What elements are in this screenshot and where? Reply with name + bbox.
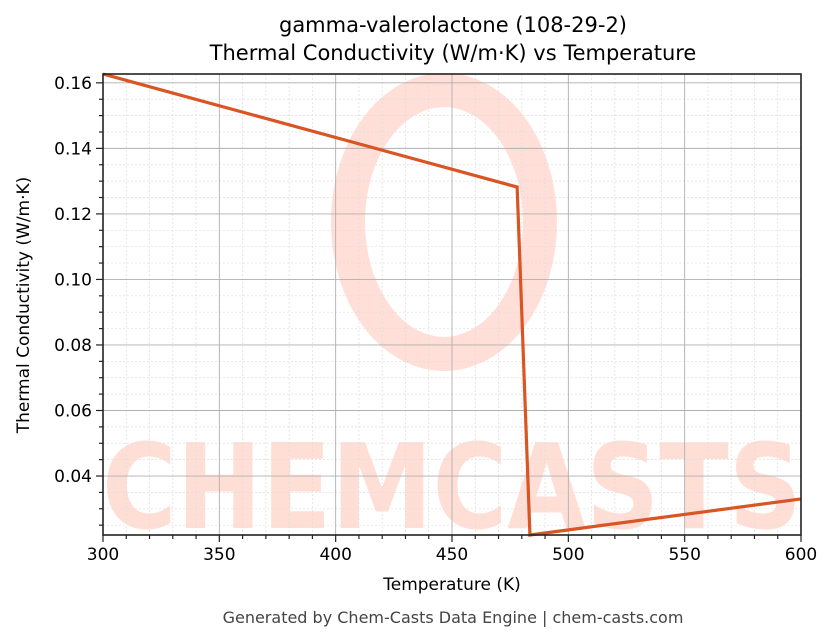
y-tick-label: 0.06 <box>54 401 92 421</box>
x-axis: 300 350 400 450 500 550 600 <box>87 535 817 565</box>
y-tick-label: 0.04 <box>54 467 92 487</box>
footer-credit: Generated by Chem-Casts Data Engine | ch… <box>222 608 684 627</box>
y-tick-label: 0.10 <box>54 270 92 290</box>
y-tick-label: 0.08 <box>54 336 92 356</box>
y-tick-label: 0.12 <box>54 205 92 225</box>
thermal-conductivity-line <box>102 72 802 537</box>
y-axis: 0.04 0.06 0.08 0.10 0.12 0.14 0.16 <box>54 74 103 526</box>
y-tick-label: 0.16 <box>54 74 92 94</box>
y-tick-label: 0.14 <box>54 139 92 159</box>
x-tick-label: 600 <box>785 545 817 565</box>
x-axis-label: Temperature (K) <box>383 575 521 595</box>
y-axis-label: Thermal Conductivity (W/m·K) <box>14 176 34 434</box>
chart-subtitle: Thermal Conductivity (W/m·K) vs Temperat… <box>209 41 697 65</box>
x-tick-label: 450 <box>436 545 468 565</box>
chart-title: gamma-valerolactone (108-29-2) <box>278 13 627 37</box>
x-tick-label: 400 <box>319 545 351 565</box>
x-tick-label: 500 <box>552 545 584 565</box>
x-tick-label: 300 <box>87 545 119 565</box>
x-tick-label: 350 <box>203 545 235 565</box>
x-tick-label: 550 <box>668 545 700 565</box>
major-grid <box>102 74 802 535</box>
